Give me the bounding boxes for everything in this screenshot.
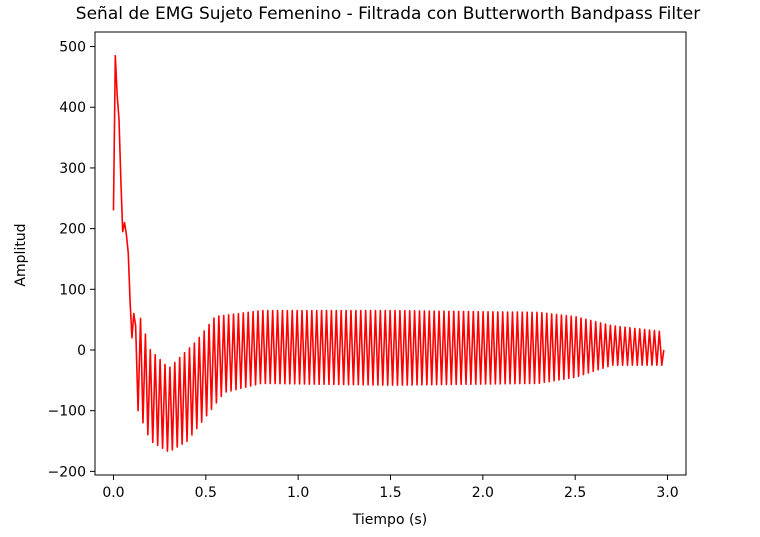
y-tick-label: 500 (59, 40, 86, 56)
y-tick-label: 400 (59, 100, 86, 116)
y-axis-label: Amplitud (13, 223, 29, 286)
x-tick-label: 0.5 (195, 485, 217, 501)
y-tick-label: −100 (48, 404, 86, 420)
x-axis-label: Tiempo (s) (352, 512, 427, 528)
y-tick-label: −200 (48, 464, 86, 480)
x-tick-label: 1.0 (287, 485, 309, 501)
x-axis: 0.0 0.5 1.0 1.5 2.0 2.5 3.0 (102, 475, 679, 501)
chart-title: Señal de EMG Sujeto Femenino - Filtrada … (76, 4, 700, 24)
y-tick-label: 200 (59, 222, 86, 238)
x-tick-label: 0.0 (102, 485, 124, 501)
y-tick-label: 100 (59, 282, 86, 298)
x-tick-label: 3.0 (656, 485, 678, 501)
x-tick-label: 2.5 (564, 485, 586, 501)
plot-area (112, 54, 665, 452)
y-tick-label: 300 (59, 161, 86, 177)
y-axis: −200 −100 0 100 200 300 400 500 (48, 40, 95, 480)
y-tick-label: 0 (77, 343, 86, 359)
series-line (112, 54, 665, 452)
x-tick-label: 2.0 (472, 485, 494, 501)
x-tick-label: 1.5 (379, 485, 401, 501)
